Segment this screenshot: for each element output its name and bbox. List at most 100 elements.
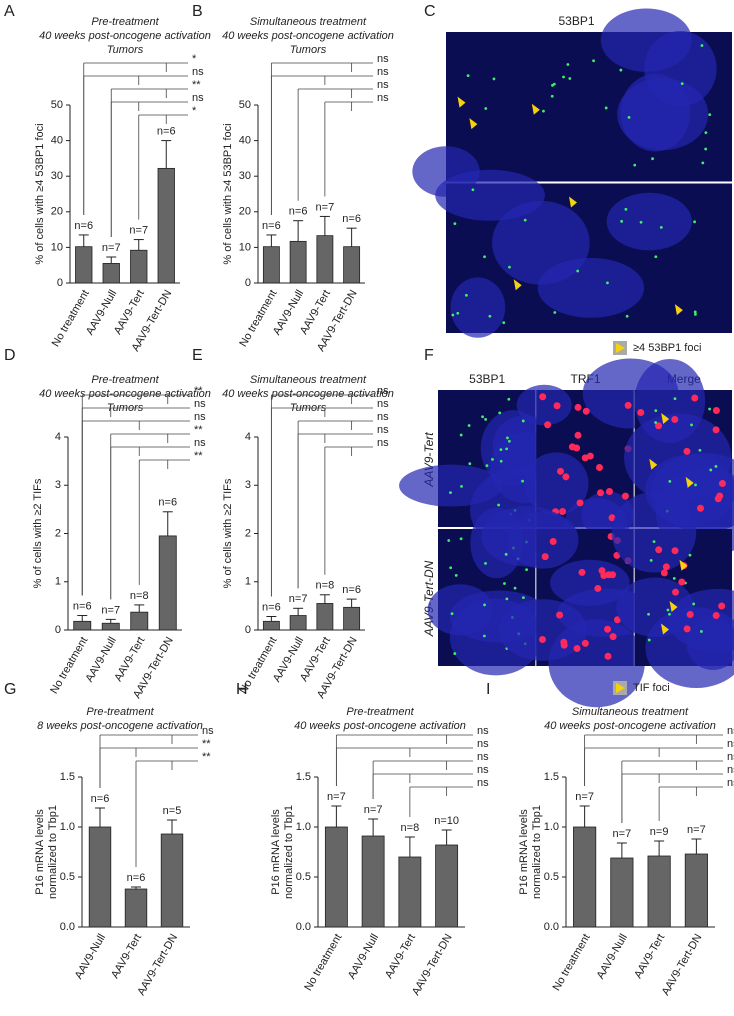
focus xyxy=(714,495,722,503)
focus xyxy=(525,568,528,572)
y-tick-label: 4 xyxy=(55,431,61,443)
y-tick-label: 40 xyxy=(239,135,251,147)
focus xyxy=(502,321,506,325)
focus xyxy=(574,403,582,411)
y-axis-label: % of cells with ≥4 53BP1 foci xyxy=(222,123,234,264)
bar xyxy=(316,235,334,284)
focus xyxy=(709,468,713,472)
focus xyxy=(468,462,472,466)
y-tick-label: 0.0 xyxy=(60,921,75,933)
chart-title: 40 weeks post-oncogene activation xyxy=(39,30,211,42)
bar xyxy=(398,856,422,928)
focus xyxy=(654,409,658,413)
focus xyxy=(671,547,679,555)
focus xyxy=(550,94,554,98)
focus xyxy=(521,479,524,483)
n-label: n=5 xyxy=(163,805,182,817)
significance: ** xyxy=(202,738,211,750)
significance: ns xyxy=(194,411,206,423)
bar xyxy=(75,246,93,284)
n-label: n=10 xyxy=(434,815,459,827)
bar xyxy=(157,167,175,284)
arrowhead xyxy=(513,279,522,291)
y-tick-label: 10 xyxy=(51,241,63,253)
focus xyxy=(556,467,564,475)
focus xyxy=(467,424,471,427)
focus xyxy=(637,408,645,416)
significance: ns xyxy=(477,764,489,776)
legend-arrow xyxy=(616,343,625,353)
n-label: n=7 xyxy=(575,791,594,803)
n-label: n=6 xyxy=(342,213,361,225)
focus xyxy=(625,314,629,318)
focus xyxy=(690,423,693,427)
y-tick-label: 0 xyxy=(245,624,251,636)
focus xyxy=(652,540,656,544)
focus xyxy=(718,602,726,610)
y-tick-label: 50 xyxy=(51,99,63,111)
nucleus xyxy=(498,599,588,661)
bar xyxy=(361,835,385,928)
focus xyxy=(712,612,720,620)
chart-title: 40 weeks post-oncogene activation xyxy=(544,720,716,732)
focus xyxy=(597,489,605,497)
legend-label: TIF foci xyxy=(633,682,670,694)
n-label: n=6 xyxy=(262,601,281,613)
n-label: n=7 xyxy=(289,593,308,605)
significance: ns xyxy=(727,725,734,737)
chart-title: Simultaneous treatment xyxy=(572,706,689,718)
focus xyxy=(624,207,628,211)
y-axis-label: P16 mRNA levels xyxy=(518,809,530,895)
focus xyxy=(683,625,691,633)
bar xyxy=(130,611,149,631)
nucleus xyxy=(606,192,692,251)
x-tick-label: AAV9-Tert-DN xyxy=(135,932,180,998)
panel-letter: G xyxy=(4,681,16,698)
focus xyxy=(604,625,612,633)
focus xyxy=(712,426,720,434)
x-tick-label: AAV9-Tert xyxy=(109,932,144,981)
bar xyxy=(158,535,177,631)
n-label: n=8 xyxy=(316,580,335,592)
significance: ns xyxy=(202,725,214,737)
focus xyxy=(464,293,468,297)
y-axis-label: normalized to Tbp1 xyxy=(531,805,543,899)
focus xyxy=(497,503,500,507)
n-label: n=6 xyxy=(342,584,361,596)
chart-title: Pre-treatment xyxy=(346,706,414,718)
focus xyxy=(450,612,454,616)
y-tick-label: 20 xyxy=(239,206,251,218)
significance: ns xyxy=(377,437,389,449)
n-label: n=6 xyxy=(158,497,177,509)
significance: ns xyxy=(377,53,389,65)
nucleus xyxy=(550,559,630,606)
focus xyxy=(566,63,570,66)
focus xyxy=(483,255,486,259)
focus xyxy=(503,582,506,585)
significance: ns xyxy=(727,777,734,789)
significance: ns xyxy=(194,398,206,410)
bar xyxy=(324,826,348,928)
arrowhead xyxy=(469,118,478,130)
focus xyxy=(471,188,475,192)
significance: ns xyxy=(377,411,389,423)
n-label: n=6 xyxy=(289,206,308,218)
significance: ns xyxy=(727,751,734,763)
legend-arrow xyxy=(616,683,625,693)
y-tick-label: 1.5 xyxy=(544,771,559,783)
channel-label: 53BP1 xyxy=(558,14,594,28)
n-label: n=6 xyxy=(127,872,146,884)
significance: ** xyxy=(192,79,201,91)
focus xyxy=(553,311,557,314)
focus xyxy=(655,546,663,554)
focus xyxy=(507,439,511,443)
chart-title: Pre-treatment xyxy=(91,374,159,386)
focus xyxy=(655,422,663,430)
significance: ns xyxy=(477,725,489,737)
significance: ns xyxy=(727,738,734,750)
bar xyxy=(262,246,280,284)
significance: ns xyxy=(477,777,489,789)
focus xyxy=(619,68,623,72)
focus xyxy=(694,483,697,487)
